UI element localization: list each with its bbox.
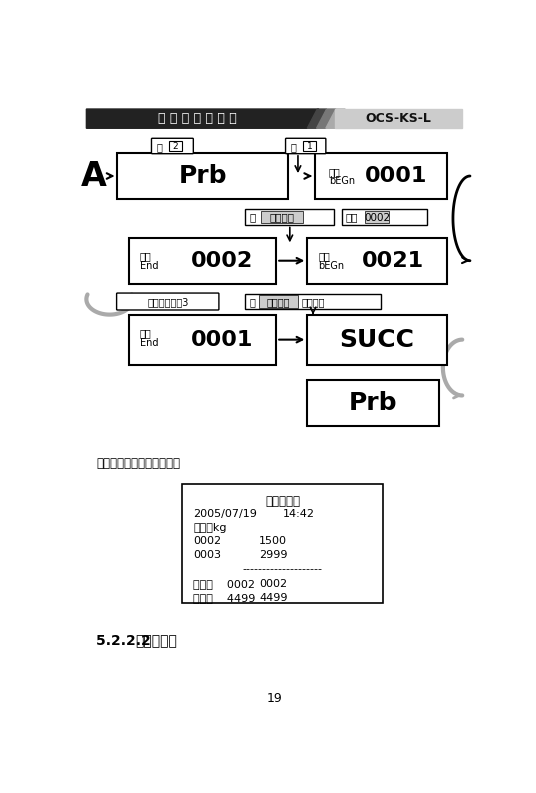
Text: Prb: Prb	[349, 391, 397, 416]
Bar	[169, 141, 182, 151]
Text: 输入末尾序号3: 输入末尾序号3	[147, 297, 189, 308]
Polygon shape	[317, 109, 336, 128]
Text: 0002: 0002	[193, 536, 221, 546]
Text: SUCC: SUCC	[339, 328, 414, 351]
Text: OCS-KS-L: OCS-KS-L	[366, 112, 431, 125]
Bar	[342, 209, 427, 224]
Text: 按编号打印: 按编号打印	[135, 634, 177, 648]
Bar	[129, 315, 276, 365]
Text: 无 线 数 传 式 吸 秤: 无 线 数 传 式 吸 秤	[158, 112, 236, 125]
Bar	[307, 380, 439, 427]
Text: Prb: Prb	[178, 164, 227, 188]
Bar	[315, 153, 446, 199]
Text: 1: 1	[307, 142, 312, 151]
Bar	[307, 238, 446, 284]
Bar	[245, 209, 334, 224]
Text: 2: 2	[173, 142, 178, 151]
FancyBboxPatch shape	[117, 293, 219, 310]
Text: 输入: 输入	[346, 213, 359, 223]
Text: 按序号打印称重清单如下：: 按序号打印称重清单如下：	[96, 457, 181, 470]
Text: 1500: 1500	[259, 536, 287, 546]
Bar	[307, 315, 446, 365]
Text: 0002: 0002	[191, 251, 253, 270]
Text: 0003: 0003	[193, 550, 221, 560]
Polygon shape	[335, 109, 462, 128]
Polygon shape	[307, 109, 326, 128]
Text: 0002: 0002	[259, 580, 287, 589]
Text: 5.2.2.2: 5.2.2.2	[96, 634, 156, 648]
Text: 0021: 0021	[361, 251, 423, 270]
Text: 单位：kg: 单位：kg	[193, 523, 227, 533]
Bar	[366, 211, 389, 223]
Text: 2999: 2999	[259, 550, 288, 560]
Text: End: End	[140, 261, 158, 270]
Bar	[259, 295, 298, 308]
Text: 19: 19	[267, 692, 282, 705]
Text: bEGn: bEGn	[329, 176, 355, 186]
Bar	[129, 238, 276, 284]
Text: 打印清单: 打印清单	[302, 297, 325, 308]
Text: 累计：    4499: 累计： 4499	[193, 593, 256, 603]
Text: 2005/07/19: 2005/07/19	[193, 508, 257, 519]
Text: 0001: 0001	[191, 330, 253, 350]
Text: 序号: 序号	[140, 251, 152, 262]
Text: 序号: 序号	[140, 328, 152, 339]
Text: --------------------: --------------------	[242, 564, 323, 574]
Text: 序号: 序号	[329, 167, 341, 177]
FancyBboxPatch shape	[152, 138, 193, 154]
Text: 按: 按	[249, 297, 255, 308]
Text: End: End	[140, 338, 158, 347]
Text: 0001: 0001	[365, 166, 428, 186]
Text: 背光确认: 背光确认	[269, 213, 294, 223]
Text: 背光确认: 背光确认	[267, 297, 291, 308]
Text: 称重计量单: 称重计量单	[265, 495, 300, 508]
Bar	[182, 484, 383, 603]
Text: 按: 按	[157, 142, 163, 151]
Bar	[117, 153, 288, 199]
Text: 0002: 0002	[364, 213, 390, 223]
Text: 序号: 序号	[318, 251, 330, 262]
Text: 按: 按	[249, 213, 255, 223]
Polygon shape	[326, 109, 345, 128]
Text: 次数：    0002: 次数： 0002	[193, 580, 255, 589]
Text: 4499: 4499	[259, 593, 288, 603]
Bar	[245, 294, 381, 309]
Text: A: A	[81, 159, 107, 193]
Polygon shape	[86, 109, 319, 128]
Bar	[260, 211, 303, 223]
Text: bEGn: bEGn	[318, 261, 344, 270]
Text: 按: 按	[291, 142, 297, 151]
Bar	[303, 141, 316, 151]
Text: 14:42: 14:42	[282, 508, 315, 519]
FancyBboxPatch shape	[286, 138, 326, 154]
